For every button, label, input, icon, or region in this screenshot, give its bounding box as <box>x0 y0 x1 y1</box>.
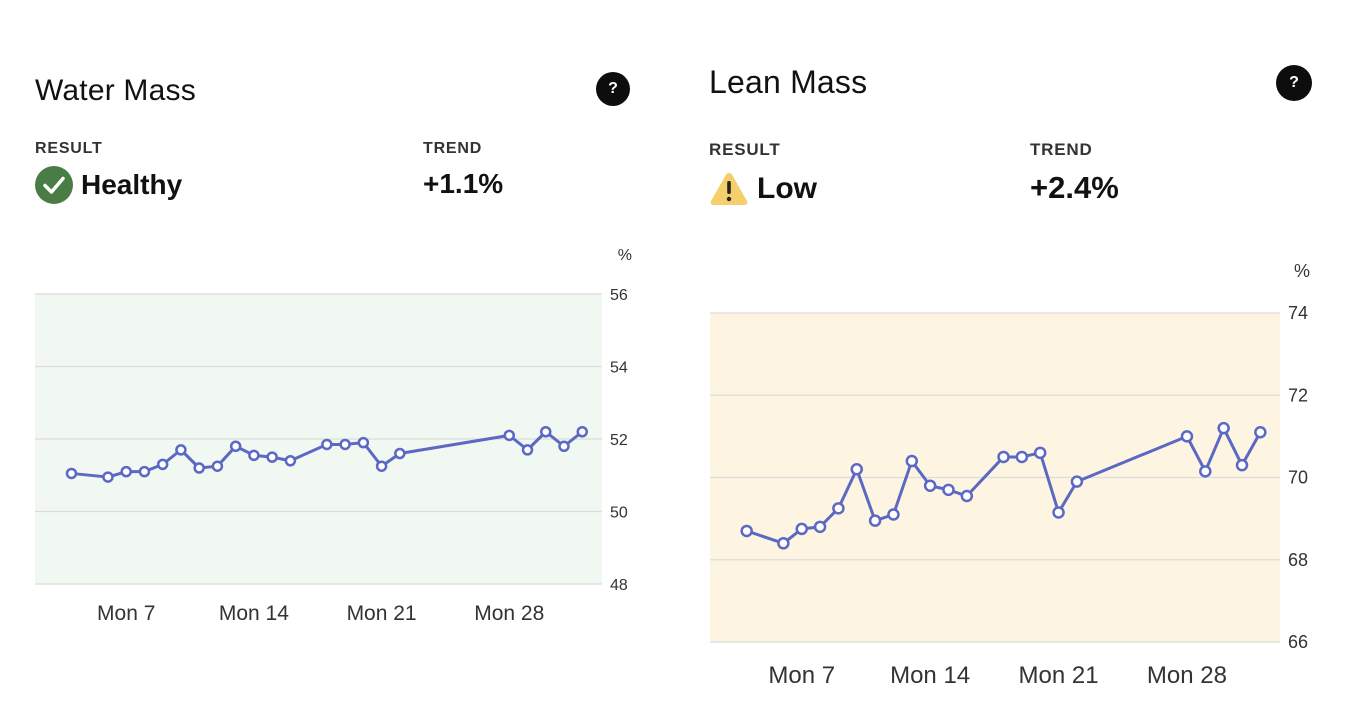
data-point <box>1015 450 1029 464</box>
y-tick-label: 68 <box>1288 550 1308 570</box>
y-axis-unit: % <box>1294 261 1310 281</box>
data-point <box>997 450 1010 464</box>
water-mass-card: Water Mass ? RESULT Healthy TREND +1.1% … <box>0 0 660 722</box>
data-point <box>503 429 516 442</box>
y-tick-label: 70 <box>1288 468 1308 488</box>
data-point <box>540 426 552 438</box>
water-trend-value: +1.1% <box>423 168 504 199</box>
data-point <box>65 467 78 480</box>
data-point <box>813 520 827 534</box>
data-point <box>375 460 388 472</box>
y-tick-label: 74 <box>1288 303 1308 323</box>
data-point <box>394 447 406 460</box>
data-point <box>1033 446 1047 460</box>
x-tick-label: Mon 28 <box>474 602 544 625</box>
data-point <box>923 479 937 492</box>
data-point <box>521 444 534 456</box>
y-tick-label: 72 <box>1288 385 1308 405</box>
data-point <box>1254 426 1267 439</box>
data-point <box>102 471 114 483</box>
data-point <box>740 524 753 538</box>
y-tick-label: 52 <box>610 432 628 449</box>
lean-result-value: Low <box>757 172 817 205</box>
data-point <box>558 440 570 452</box>
check-circle-icon <box>35 166 73 204</box>
data-point <box>887 508 900 521</box>
data-point <box>321 438 333 451</box>
water-trend-label: TREND <box>423 140 483 157</box>
y-tick-label: 56 <box>610 287 628 304</box>
warning-triangle-icon <box>710 173 748 205</box>
data-point <box>832 502 845 515</box>
water-mass-help-icon[interactable]: ? <box>596 72 630 106</box>
data-point <box>850 463 864 476</box>
data-point <box>868 514 882 527</box>
x-tick-label: Mon 14 <box>219 602 289 625</box>
x-tick-label: Mon 21 <box>347 602 417 625</box>
data-point <box>211 460 224 472</box>
lean-mass-chart: 66 68 70 72 74% Mon 7 Mon 14 Mon 21 Mon 28 <box>710 261 1310 689</box>
data-point <box>248 449 260 462</box>
water-mass-title: Water Mass <box>35 74 196 107</box>
x-tick-label: Mon 7 <box>768 662 835 689</box>
data-point <box>175 444 187 456</box>
data-point <box>1217 421 1230 435</box>
lean-result-label: RESULT <box>709 140 781 159</box>
y-tick-label: 54 <box>610 360 628 377</box>
water-result: Healthy <box>35 166 182 204</box>
lean-trend-value: +2.4% <box>1030 170 1119 205</box>
data-point <box>357 436 370 449</box>
y-tick-label: 48 <box>610 577 628 594</box>
x-tick-label: Mon 28 <box>1147 662 1227 689</box>
data-point <box>576 426 588 438</box>
water-result-value: Healthy <box>81 169 183 200</box>
y-axis-unit: % <box>618 247 632 264</box>
data-point <box>284 455 297 467</box>
lean-mass-title: Lean Mass <box>709 64 868 100</box>
y-tick-label: 66 <box>1288 632 1308 652</box>
data-point <box>1199 465 1212 478</box>
data-point <box>339 438 351 451</box>
lean-trend-label: TREND <box>1030 140 1093 159</box>
data-point <box>942 483 955 497</box>
data-point <box>266 451 278 463</box>
x-tick-label: Mon 21 <box>1019 662 1099 689</box>
data-point <box>1052 506 1065 519</box>
data-point <box>156 458 169 471</box>
data-point <box>960 489 974 503</box>
series-line <box>746 426 1262 545</box>
data-point <box>138 465 151 478</box>
data-point <box>777 537 790 550</box>
x-tick-label: Mon 14 <box>890 662 970 689</box>
data-point <box>1070 475 1084 488</box>
data-point <box>905 454 919 468</box>
water-result-label: RESULT <box>35 140 103 157</box>
lean-mass-help-icon[interactable]: ? <box>1276 65 1312 101</box>
y-tick-label: 50 <box>610 505 628 522</box>
x-tick-label: Mon 7 <box>97 602 155 625</box>
series-line <box>71 430 584 479</box>
data-point <box>795 522 808 536</box>
data-point <box>193 462 205 474</box>
data-point <box>229 440 242 452</box>
data-point <box>1235 458 1249 472</box>
data-point <box>1180 430 1194 443</box>
data-point <box>120 465 132 478</box>
lean-result: Low <box>709 170 817 208</box>
lean-mass-card: Lean Mass ? RESULT Low TREND +2.4% 66 68 7… <box>680 0 1358 722</box>
water-mass-chart: 48 50 52 54 56% Mon 7 Mon 14 Mon 21 Mon 28 <box>35 247 632 625</box>
